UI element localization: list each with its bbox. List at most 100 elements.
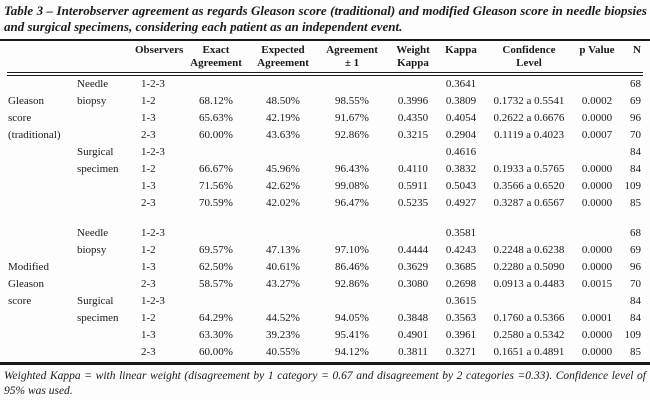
expected-agreement: 42.62% xyxy=(266,180,300,192)
confidence-level: 0.0913 a 0.4483 xyxy=(493,278,565,290)
kappa: 0.2698 xyxy=(445,278,477,290)
confidence-level: 0.1760 a 0.5366 xyxy=(493,312,565,324)
agreement-plus-minus-1: 99.08% xyxy=(335,180,369,192)
p-value: 0.0000 xyxy=(581,329,613,341)
expected-agreement: 42.19% xyxy=(266,112,300,124)
kappa: 0.4054 xyxy=(445,112,477,124)
exact-agreement: 65.63% xyxy=(199,112,233,124)
table-row: 2-3 70.59% 42.02% 96.47% 0.5235 0.4927 0.3287 … xyxy=(7,195,643,212)
exact-agreement: 71.56% xyxy=(199,180,233,192)
weight-kappa: 0.4444 xyxy=(397,244,429,256)
confidence-level xyxy=(483,225,575,242)
score-type: Gleason xyxy=(8,95,45,107)
score-type: score xyxy=(8,112,32,124)
specimen-type: specimen xyxy=(77,163,119,175)
agreement-plus-minus-1: 86.46% xyxy=(335,261,369,273)
kappa: 0.4243 xyxy=(445,244,477,256)
exact-agreement xyxy=(183,144,249,161)
observers: 2-3 xyxy=(141,346,156,358)
score-type: Modified xyxy=(8,261,49,273)
kappa: 0.3685 xyxy=(445,261,477,273)
table-row: 1-3 71.56% 42.62% 99.08% 0.5911 0.5043 0.3566 … xyxy=(7,178,643,195)
score-type xyxy=(7,161,73,178)
p-value: 0.0000 xyxy=(581,261,613,273)
observers: 1-3 xyxy=(141,261,156,273)
n: 96 xyxy=(630,261,641,273)
table-row: (traditional) 2-3 60.00% 43.63% 92.86% 0.3215… xyxy=(7,127,643,144)
score-type xyxy=(7,242,73,259)
n: 109 xyxy=(624,329,642,341)
agreement-plus-minus-1: 92.86% xyxy=(335,129,369,141)
exact-agreement: 66.67% xyxy=(199,163,233,175)
expected-agreement xyxy=(249,225,317,242)
n: 84 xyxy=(630,146,641,158)
expected-agreement xyxy=(249,144,317,161)
header-score-type xyxy=(7,41,73,76)
header-exact-agreement: Exact Agreement xyxy=(183,41,249,76)
kappa: 0.5043 xyxy=(445,180,477,192)
weight-kappa: 0.4350 xyxy=(397,112,429,124)
agreement-plus-minus-1: 92.86% xyxy=(335,278,369,290)
observers: 1-3 xyxy=(141,112,156,124)
p-value: 0.0000 xyxy=(581,197,613,209)
weight-kappa: 0.3996 xyxy=(397,95,429,107)
p-value: 0.0000 xyxy=(581,112,613,124)
p-value: 0.0000 xyxy=(581,346,613,358)
n: 109 xyxy=(624,180,642,192)
top-rule xyxy=(0,39,650,41)
p-value: 0.0000 xyxy=(581,163,613,175)
expected-agreement: 44.52% xyxy=(266,312,300,324)
confidence-level: 0.3287 a 0.6567 xyxy=(493,197,565,209)
confidence-level: 0.1119 a 0.4023 xyxy=(493,129,565,141)
table-footnote: Weighted Kappa = with linear weight (dis… xyxy=(4,370,646,397)
expected-agreement: 43.27% xyxy=(266,278,300,290)
p-value: 0.0000 xyxy=(581,180,613,192)
exact-agreement: 69.57% xyxy=(199,244,233,256)
observers: 1-2 xyxy=(141,95,156,107)
agreement-plus-minus-1: 96.43% xyxy=(335,163,369,175)
agreement-plus-minus-1: 97.10% xyxy=(335,244,369,256)
p-value: 0.0007 xyxy=(581,129,613,141)
confidence-level: 0.1732 a 0.5541 xyxy=(493,95,565,107)
kappa: 0.3563 xyxy=(445,312,477,324)
table-row: specimen 1-2 66.67% 45.96% 96.43% 0.4110 0.383… xyxy=(7,161,643,178)
exact-agreement: 70.59% xyxy=(199,197,233,209)
header-specimen-type xyxy=(73,41,135,76)
score-type xyxy=(7,74,73,93)
confidence-level: 0.2280 a 0.5090 xyxy=(493,261,565,273)
observers: 1-3 xyxy=(141,329,156,341)
expected-agreement xyxy=(249,293,317,310)
n: 69 xyxy=(630,95,641,107)
score-type xyxy=(7,327,73,344)
agreement-plus-minus-1: 96.47% xyxy=(335,197,369,209)
exact-agreement: 63.30% xyxy=(199,329,233,341)
table-row: Surgical 1-2-3 0.4616 84 xyxy=(7,144,643,161)
n: 70 xyxy=(630,129,641,141)
kappa: 0.3641 xyxy=(445,78,477,90)
exact-agreement xyxy=(183,225,249,242)
expected-agreement xyxy=(249,74,317,93)
observers: 2-3 xyxy=(141,197,156,209)
score-type xyxy=(7,310,73,327)
agreement-plus-minus-1: 94.12% xyxy=(335,346,369,358)
specimen-type xyxy=(73,178,135,195)
table-row: Gleason biopsy 1-2 68.12% 48.50% 98.55% 0.3996… xyxy=(7,93,643,110)
table-row: Needle 1-2-3 0.3641 68 xyxy=(7,74,643,93)
specimen-type: specimen xyxy=(77,312,119,324)
weight-kappa xyxy=(387,293,439,310)
table-header: Observers Exact Agreement Expected Agree… xyxy=(7,41,643,76)
score-type xyxy=(7,225,73,242)
expected-agreement: 39.23% xyxy=(266,329,300,341)
score-type xyxy=(7,195,73,212)
weight-kappa: 0.5911 xyxy=(398,180,428,192)
header-expected-agreement: Expected Agreement xyxy=(249,41,317,76)
score-type xyxy=(7,178,73,195)
kappa: 0.3832 xyxy=(445,163,477,175)
table-body: Needle 1-2-3 0.3641 68 Gleason biopsy 1-2 68.12… xyxy=(7,74,643,361)
header-weight-kappa: Weight Kappa xyxy=(387,41,439,76)
block-spacer-cell xyxy=(7,212,643,225)
specimen-type xyxy=(73,276,135,293)
n: 96 xyxy=(630,112,641,124)
table-row: biopsy 1-2 69.57% 47.13% 97.10% 0.4444 0.4243 0… xyxy=(7,242,643,259)
